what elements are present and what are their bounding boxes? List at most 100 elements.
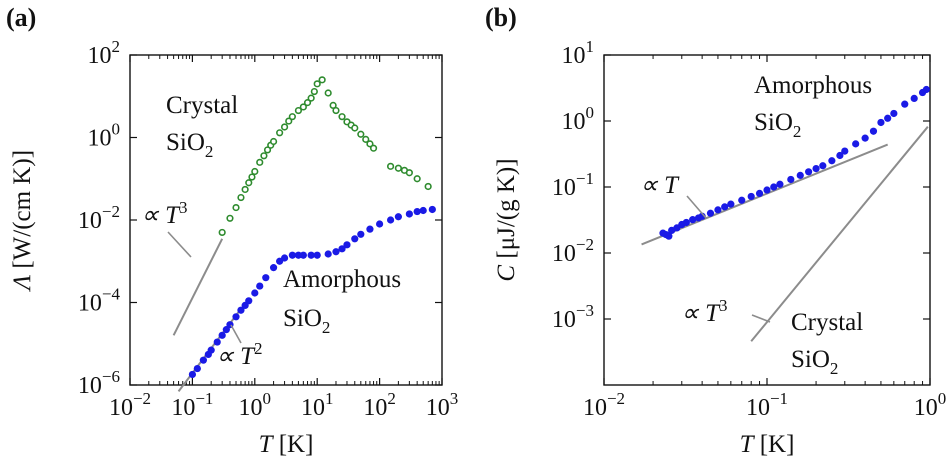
x-tick-label: 100	[914, 389, 947, 421]
amorphous-data-point	[852, 140, 860, 148]
power-law-guide-line	[750, 126, 929, 342]
x-tick-label: 10−1	[746, 389, 788, 421]
crystal-data-point	[313, 80, 321, 88]
amorphous-data-point	[299, 251, 307, 259]
amorphous-data-point	[245, 297, 253, 305]
crystal-data-point	[276, 129, 284, 137]
panel-a-label: (a)	[6, 3, 36, 32]
panel-b-label: (b)	[485, 3, 517, 32]
crystal-data-point	[362, 135, 370, 143]
amorphous-data-point	[294, 251, 303, 259]
amorphous-data-point	[307, 251, 315, 259]
amorphous-data-point	[351, 235, 359, 243]
amorphous-data-point	[877, 118, 885, 127]
y-tick-label: 10−6	[78, 367, 120, 399]
amorphous-data-point	[805, 168, 813, 176]
panel-b-points	[659, 85, 930, 240]
amorphous-data-point	[188, 370, 196, 379]
crystal-data-point	[260, 152, 268, 160]
amorphous-data-point	[910, 94, 918, 103]
y-tick-label: 10−1	[552, 169, 594, 201]
amorphous-data-point	[343, 241, 351, 249]
crystal-data-point	[405, 169, 413, 177]
amorphous-data-point	[419, 206, 427, 215]
panel-b-ticks: 10−2 10−1 100 10−3 10−2 10−1 100 101	[552, 37, 946, 421]
crystal-data-point	[424, 182, 432, 191]
x-tick-label: 102	[363, 389, 396, 421]
amorphous-data-point	[665, 232, 673, 240]
amorphous-data-point	[332, 248, 340, 256]
crystal-data-point	[237, 193, 245, 202]
amorphous-data-point	[262, 274, 270, 282]
crystal-data-point	[248, 173, 256, 181]
annotation-propto-t3: ∝ T3	[141, 198, 188, 229]
crystal-data-point	[307, 94, 315, 102]
leader-t2-a	[230, 324, 242, 344]
amorphous-data-point	[747, 192, 755, 201]
amorphous-data-point	[324, 250, 332, 258]
panel-a-ylabel: Λ [W/(cm K)]	[9, 150, 36, 292]
crystal-data-point	[226, 214, 234, 222]
crystal-data-point	[294, 106, 303, 115]
amorphous-data-point	[689, 216, 697, 224]
amorphous-data-point	[213, 338, 221, 346]
amorphous-data-point	[338, 245, 346, 253]
crystal-data-point	[351, 124, 359, 132]
amorphous-data-point	[376, 220, 384, 228]
amorphous-data-point	[721, 203, 729, 211]
amorphous-data-point	[776, 180, 784, 188]
y-tick-label: 10−2	[78, 202, 120, 234]
amorphous-data-point	[269, 264, 278, 272]
leader-t3-a	[167, 231, 192, 258]
amorphous-data-point	[237, 306, 245, 314]
crystal-data-point	[269, 137, 278, 146]
annotation-crystal-b: Crystal	[791, 309, 863, 336]
annotation-amorphous-b: Amorphous	[754, 72, 872, 99]
amorphous-data-point	[861, 134, 869, 142]
amorphous-data-point	[869, 127, 878, 135]
crystal-data-point	[310, 87, 318, 96]
amorphous-data-point	[922, 85, 930, 94]
crystal-data-point	[369, 144, 378, 152]
crystal-data-point	[357, 130, 365, 138]
amorphous-data-point	[819, 162, 827, 170]
crystal-data-point	[338, 113, 346, 121]
amorphous-data-point	[366, 225, 374, 233]
crystal-data-point	[232, 203, 240, 212]
y-tick-label: 10−3	[552, 301, 594, 333]
y-tick-label: 101	[562, 37, 595, 69]
amorphous-data-point	[828, 157, 836, 165]
amorphous-data-point	[207, 346, 215, 354]
amorphous-data-point	[232, 313, 240, 321]
amorphous-data-point	[386, 216, 395, 224]
amorphous-data-point	[218, 331, 226, 339]
amorphous-data-point	[313, 251, 321, 259]
amorphous-data-point	[413, 207, 421, 216]
panel-a-points	[188, 76, 436, 379]
leader-t3-b	[751, 314, 771, 323]
crystal-data-point	[299, 103, 307, 111]
crystal-data-point	[256, 158, 264, 166]
crystal-data-point	[329, 101, 337, 110]
crystal-data-point	[394, 164, 402, 172]
crystal-data-point	[218, 228, 226, 237]
amorphous-data-point	[738, 196, 746, 204]
amorphous-data-point	[682, 218, 690, 227]
crystal-data-point	[366, 140, 374, 148]
y-tick-label: 100	[562, 103, 595, 135]
annotation-propto-t-b: ∝ T	[640, 172, 680, 199]
annotation-amorphous-sio2: SiO2	[283, 305, 330, 337]
crystal-data-point	[318, 76, 326, 84]
crystal-data-point	[251, 167, 259, 176]
annotation-crystal: Crystal	[166, 92, 238, 119]
annotation-crystal-sio2: SiO2	[166, 129, 213, 161]
panel-b: (b) 10−2 10−1 100 10−3 10−2 10−1 100 101 Amorph…	[485, 3, 946, 458]
amorphous-data-point	[256, 282, 264, 290]
y-tick-label: 10−2	[552, 235, 594, 267]
amorphous-data-point	[706, 209, 715, 217]
annotation-amorphous-sio2-b: SiO2	[754, 109, 801, 141]
x-tick-label: 10−2	[109, 389, 151, 421]
panel-a-ticks: 10−2 10−1 100 101 102 103 10−6 10−4 10−2 100 102	[78, 37, 458, 421]
annotation-amorphous: Amorphous	[283, 266, 401, 293]
y-tick-label: 10−4	[78, 285, 121, 317]
